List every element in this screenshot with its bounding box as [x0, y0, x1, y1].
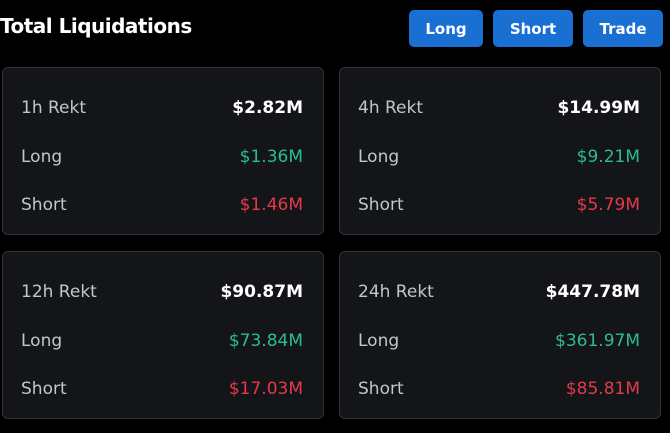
- stat-row: Long $73.84M: [21, 329, 303, 353]
- stat-label: 1h Rekt: [21, 98, 87, 118]
- stat-value: $361.97M: [555, 331, 640, 351]
- stat-row: Short $85.81M: [358, 377, 640, 401]
- tab-button[interactable]: Long: [409, 10, 483, 47]
- stat-card: 12h Rekt $90.87M Long $73.84M Short $17.03M: [2, 251, 324, 419]
- stat-row: 12h Rekt $90.87M: [21, 280, 303, 304]
- stat-value: $14.99M: [557, 98, 640, 118]
- stat-value: $85.81M: [565, 379, 640, 399]
- page-title: Total Liquidations: [0, 14, 192, 38]
- stat-value: $1.36M: [239, 147, 303, 167]
- stat-card: 24h Rekt $447.78M Long $361.97M Short $85.81M: [339, 251, 661, 419]
- stat-label: Short: [358, 195, 404, 215]
- stat-row: Long $361.97M: [358, 329, 640, 353]
- stat-card: 1h Rekt $2.82M Long $1.36M Short $1.46M: [2, 67, 324, 235]
- stat-card: 4h Rekt $14.99M Long $9.21M Short $5.79M: [339, 67, 661, 235]
- stat-label: Long: [21, 331, 63, 351]
- stat-row: Short $17.03M: [21, 377, 303, 401]
- stat-label: Long: [21, 147, 63, 167]
- stat-label: Long: [358, 331, 400, 351]
- stat-label: 12h Rekt: [21, 282, 97, 302]
- stat-label: Short: [358, 379, 404, 399]
- stat-row: Short $5.79M: [358, 193, 640, 217]
- stat-value: $5.79M: [576, 195, 640, 215]
- tab-button[interactable]: Short: [493, 10, 573, 47]
- stat-value: $1.46M: [239, 195, 303, 215]
- stat-row: 24h Rekt $447.78M: [358, 280, 640, 304]
- stat-row: 1h Rekt $2.82M: [21, 96, 303, 120]
- stat-value: $73.84M: [228, 331, 303, 351]
- stat-value: $2.82M: [232, 98, 303, 118]
- stat-label: Short: [21, 195, 67, 215]
- stat-value: $17.03M: [228, 379, 303, 399]
- stat-label: Short: [21, 379, 67, 399]
- stat-label: 24h Rekt: [358, 282, 434, 302]
- stat-row: Short $1.46M: [21, 193, 303, 217]
- stat-row: 4h Rekt $14.99M: [358, 96, 640, 120]
- stat-value: $447.78M: [545, 282, 640, 302]
- stat-row: Long $9.21M: [358, 145, 640, 169]
- tab-button[interactable]: Trade: [583, 10, 663, 47]
- stat-label: 4h Rekt: [358, 98, 424, 118]
- stat-value: $90.87M: [220, 282, 303, 302]
- stat-value: $9.21M: [576, 147, 640, 167]
- stat-row: Long $1.36M: [21, 145, 303, 169]
- stat-label: Long: [358, 147, 400, 167]
